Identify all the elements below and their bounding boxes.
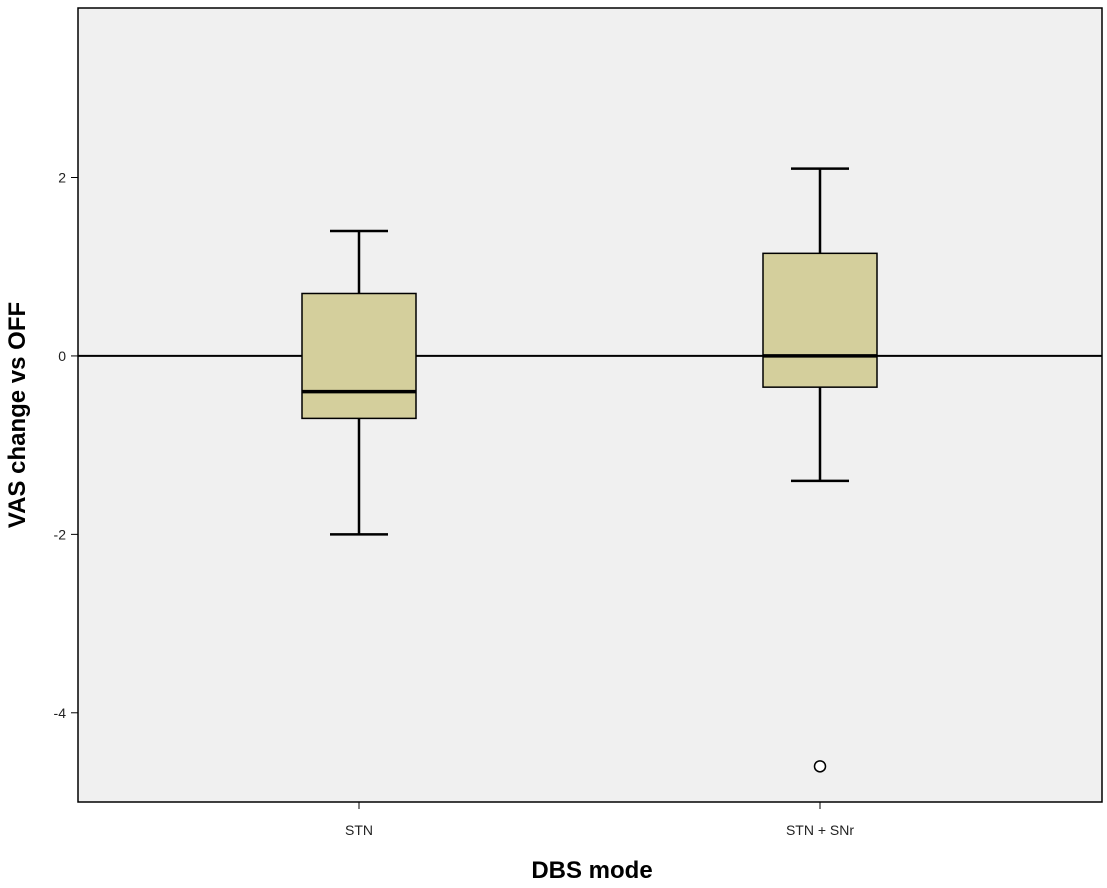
box-plots	[301, 167, 878, 773]
y-tick-label: -4	[54, 705, 67, 721]
x-axis: STN STN + SNr	[345, 802, 854, 838]
y-tick-label: 0	[58, 348, 66, 364]
outlier-point	[813, 760, 827, 773]
y-tick-label: -2	[54, 526, 67, 542]
y-axis: 2 0 -2 -4	[54, 170, 78, 721]
x-axis-title: DBS mode	[531, 857, 652, 884]
y-tick-label: 2	[58, 170, 66, 186]
iqr-box	[301, 292, 417, 420]
x-tick-label: STN + SNr	[786, 822, 854, 838]
plot-area	[77, 7, 1103, 803]
iqr-box	[762, 252, 878, 388]
box-1	[301, 229, 417, 536]
y-axis-title: VAS change vs OFF	[4, 302, 31, 528]
x-tick-label: STN	[345, 822, 373, 838]
box-2	[762, 167, 878, 773]
